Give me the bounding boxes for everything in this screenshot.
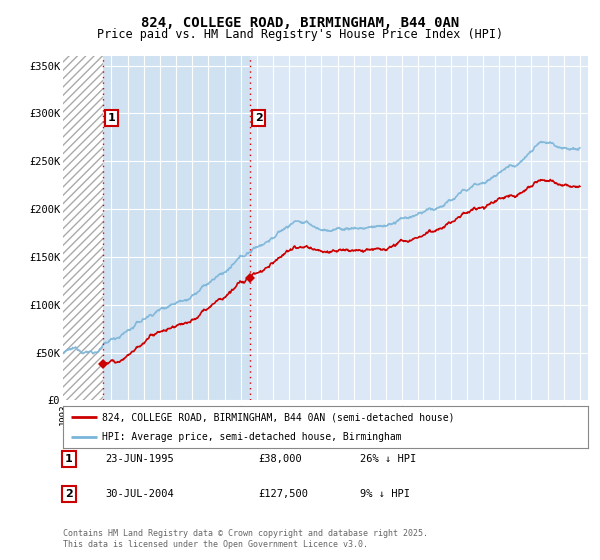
Text: 23-JUN-1995: 23-JUN-1995 (105, 454, 174, 464)
Text: 2: 2 (65, 489, 73, 499)
Text: 26% ↓ HPI: 26% ↓ HPI (360, 454, 416, 464)
Text: 824, COLLEGE ROAD, BIRMINGHAM, B44 0AN: 824, COLLEGE ROAD, BIRMINGHAM, B44 0AN (141, 16, 459, 30)
Text: £127,500: £127,500 (258, 489, 308, 499)
Text: 824, COLLEGE ROAD, BIRMINGHAM, B44 0AN (semi-detached house): 824, COLLEGE ROAD, BIRMINGHAM, B44 0AN (… (103, 412, 455, 422)
Text: HPI: Average price, semi-detached house, Birmingham: HPI: Average price, semi-detached house,… (103, 432, 402, 442)
Text: 1: 1 (108, 113, 115, 123)
Text: 1: 1 (65, 454, 73, 464)
Text: £38,000: £38,000 (258, 454, 302, 464)
Text: 9% ↓ HPI: 9% ↓ HPI (360, 489, 410, 499)
Text: 30-JUL-2004: 30-JUL-2004 (105, 489, 174, 499)
Text: Price paid vs. HM Land Registry's House Price Index (HPI): Price paid vs. HM Land Registry's House … (97, 28, 503, 41)
Text: Contains HM Land Registry data © Crown copyright and database right 2025.
This d: Contains HM Land Registry data © Crown c… (63, 529, 428, 549)
Bar (63, 56, 103, 400)
Bar (63, 56, 103, 400)
Text: 2: 2 (255, 113, 262, 123)
Bar (103, 56, 250, 400)
